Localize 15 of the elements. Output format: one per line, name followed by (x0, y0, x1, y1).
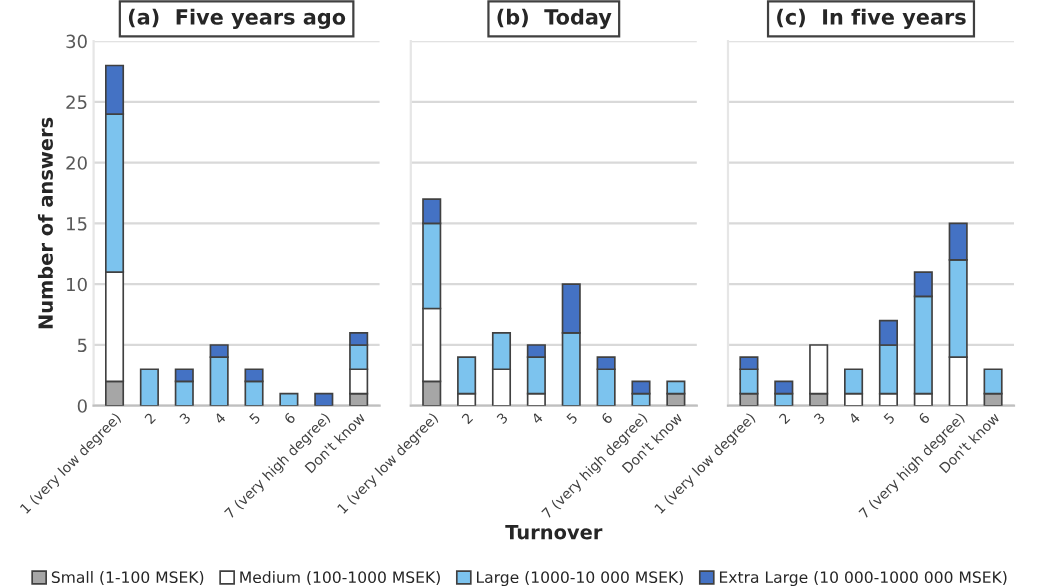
bar (139, 368, 159, 406)
bar (279, 392, 299, 406)
y-tick-label: 20 (66, 156, 87, 170)
y-tick-label: 0 (77, 399, 87, 413)
y-tick-label: 15 (67, 217, 87, 231)
y-tick-label: 25 (66, 95, 87, 110)
y-tick-label: 5 (77, 338, 87, 353)
chart-title: (b) Today (497, 8, 612, 29)
bar (314, 392, 334, 406)
y-axis-title: Number of answers (37, 117, 53, 329)
chart-title: (c) In five years (777, 8, 966, 29)
x-axis-title: Turnover (505, 524, 603, 540)
chart-title: (a) Five years ago (128, 8, 346, 29)
y-tick-label: 10 (67, 277, 87, 292)
y-tick-label: 30 (66, 34, 87, 49)
